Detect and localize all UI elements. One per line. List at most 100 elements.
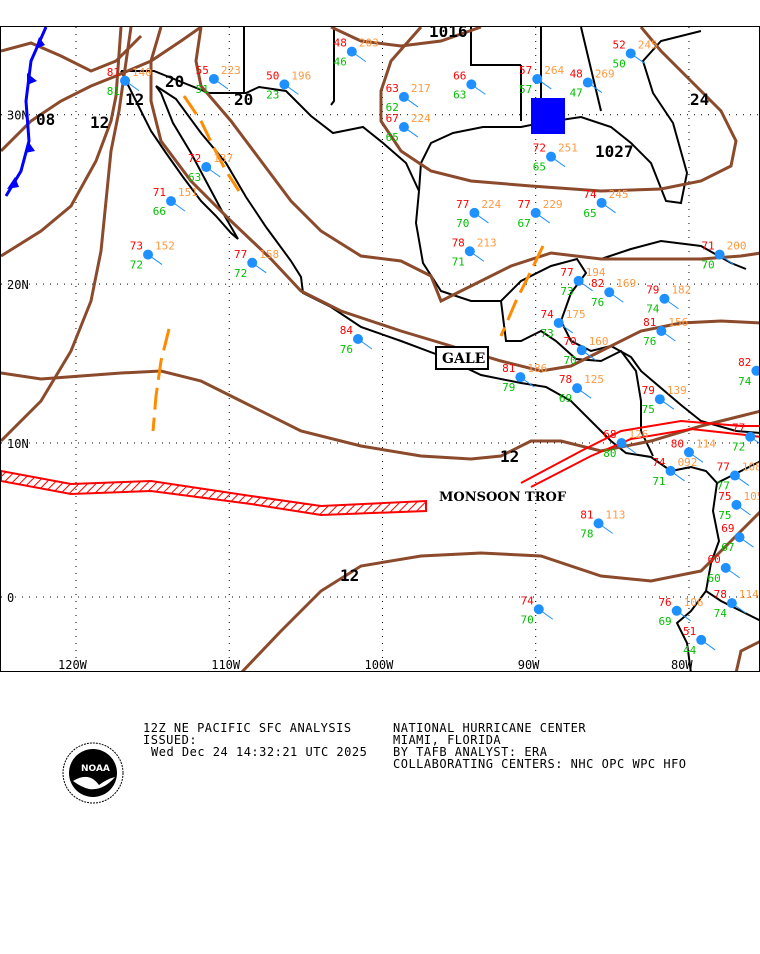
station-temperature: 73 xyxy=(130,240,143,253)
station-circle-icon xyxy=(696,634,707,645)
station-dewpoint: 72 xyxy=(130,259,143,272)
isobar-label: 12 xyxy=(90,113,109,132)
station-plot: 68 80 126 xyxy=(603,428,648,460)
station-circle-icon xyxy=(143,249,154,260)
station-dewpoint: 71 xyxy=(652,475,665,488)
high-pressure-marker xyxy=(531,98,565,134)
station-dewpoint: 65 xyxy=(583,207,596,220)
station-circle-icon xyxy=(201,162,212,173)
station-plot: 57 57 264 xyxy=(519,64,564,96)
station-dewpoint: 62 xyxy=(386,101,399,114)
station-circle-icon xyxy=(665,465,676,476)
station-circle-icon xyxy=(533,604,544,615)
monsoon-trough-label: MONSOON TROF xyxy=(439,490,567,505)
station-circle-icon xyxy=(593,518,604,529)
station-circle-icon xyxy=(346,46,357,57)
station-circle-icon xyxy=(751,365,759,376)
station-pressure: 224 xyxy=(411,112,431,125)
isobars xyxy=(1,27,759,671)
station-dewpoint: 65 xyxy=(386,131,399,144)
station-dewpoint: 57 xyxy=(519,83,532,96)
station-circle-icon xyxy=(532,73,543,84)
station-dewpoint: 74 xyxy=(738,375,752,388)
station-plot: 77 73 194 xyxy=(560,266,605,298)
isobar-label: 08 xyxy=(36,110,55,129)
station-plot: 77 77 108 xyxy=(717,461,759,493)
station-pressure: 269 xyxy=(595,68,615,81)
station-pressure: 203 xyxy=(359,37,379,50)
station-plot: 70 70 160 xyxy=(563,335,608,367)
map-canvas: 30N 20N 10N 0 120W 110W 100W 90W 80W xyxy=(1,27,759,672)
station-temperature: 79 xyxy=(646,284,659,297)
front-triangle xyxy=(27,73,37,85)
longitude-label: 90W xyxy=(518,658,540,672)
station-pressure: 200 xyxy=(727,240,747,253)
station-circle-icon xyxy=(729,470,740,481)
station-temperature: 74 xyxy=(652,456,666,469)
station-dewpoint: 70 xyxy=(521,613,534,626)
station-temperature: 48 xyxy=(334,37,347,50)
station-plot: 75 75 105 xyxy=(718,490,759,522)
station-pressure: 223 xyxy=(221,64,241,77)
isobar xyxy=(1,27,202,153)
station-pressure: 196 xyxy=(291,69,311,82)
station-circle-icon xyxy=(572,383,583,394)
station-circle-icon xyxy=(671,605,682,616)
station-dewpoint: 81 xyxy=(107,85,120,98)
isobar-labels: 1016 20 20 12 12 08 24 1027 12 12 xyxy=(36,27,709,585)
station-dewpoint: 78 xyxy=(580,527,593,540)
station-pressure: 186 xyxy=(527,362,547,375)
noaa-logo: NOAA xyxy=(62,742,124,804)
station-plot: 77 72 158 xyxy=(234,248,279,280)
central-america-inner xyxy=(500,300,654,457)
station-pressure: 114 xyxy=(739,588,759,601)
station-circle-icon xyxy=(576,345,587,356)
station-circle-icon xyxy=(247,257,258,268)
station-dewpoint: 63 xyxy=(188,171,201,184)
station-circle-icon xyxy=(656,325,667,336)
station-temperature: 67 xyxy=(386,112,399,125)
station-plot: 81 76 156 xyxy=(643,316,688,348)
station-pressure: 092 xyxy=(678,456,698,469)
station-circle-icon xyxy=(398,122,409,133)
longitude-label: 120W xyxy=(58,658,88,672)
station-dewpoint: 47 xyxy=(570,87,583,100)
station-dewpoint: 67 xyxy=(517,217,530,230)
station-temperature: 74 xyxy=(540,308,554,321)
station-plot: 78 69 125 xyxy=(559,373,604,405)
station-pressure: 169 xyxy=(616,277,636,290)
station-plot: 77 70 224 xyxy=(456,198,501,230)
station-temperature: 74 xyxy=(583,188,597,201)
station-dewpoint: 76 xyxy=(643,335,656,348)
troughs xyxy=(151,95,545,432)
station-pressure: 139 xyxy=(667,384,687,397)
trough xyxy=(151,328,171,432)
longitude-label: 100W xyxy=(364,658,394,672)
station-temperature: 77 xyxy=(560,266,573,279)
station-dewpoint: 67 xyxy=(721,541,734,554)
station-dewpoint: 71 xyxy=(452,255,465,268)
station-temperature: 72 xyxy=(188,152,201,165)
station-pressure: 245 xyxy=(638,38,658,51)
station-dewpoint: 65 xyxy=(533,161,546,174)
station-plot: 81 78 113 xyxy=(580,508,625,540)
caption-issued-time: Wed Dec 24 14:32:21 UTC 2025 xyxy=(151,745,368,759)
station-temperature: 52 xyxy=(612,38,625,51)
longitude-label: 80W xyxy=(671,658,693,672)
station-circle-icon xyxy=(731,499,742,510)
station-circle-icon xyxy=(573,275,584,286)
station-dewpoint: 75 xyxy=(642,403,655,416)
station-circle-icon xyxy=(398,91,409,102)
gale-label: GALE xyxy=(442,351,485,367)
station-circle-icon xyxy=(596,197,607,208)
station-dewpoint: 46 xyxy=(334,56,347,69)
station-dewpoint: 51 xyxy=(196,83,209,96)
station-plot: 48 46 203 xyxy=(334,37,379,69)
station-pressure: 224 xyxy=(481,198,501,211)
station-plot: 55 51 223 xyxy=(196,64,241,96)
isobar xyxy=(194,27,759,304)
isobar xyxy=(1,369,759,461)
